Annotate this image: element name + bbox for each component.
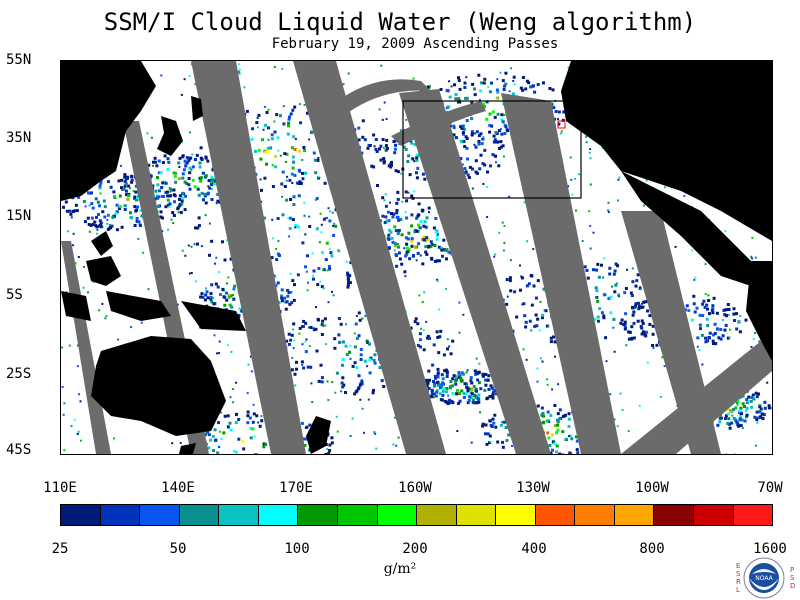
colorbar-cell bbox=[456, 505, 497, 525]
colorbar-cell bbox=[140, 505, 180, 525]
swath-gaps bbox=[61, 61, 772, 454]
lat-label-15n: 15N bbox=[6, 208, 32, 224]
colorbar-cell bbox=[298, 505, 338, 525]
colorbar-cell bbox=[417, 505, 457, 525]
chart-subtitle: February 19, 2009 Ascending Passes bbox=[271, 36, 559, 52]
lon-label-70w: 70W bbox=[757, 480, 783, 496]
lat-label-45s: 45S bbox=[6, 442, 32, 458]
noaa-center-text: NOAA bbox=[755, 575, 773, 582]
noaa-logo-icon: NOAA bbox=[743, 557, 785, 599]
colorbar-cell bbox=[733, 505, 773, 525]
colorbar-cell bbox=[575, 505, 615, 525]
colorbar-cell bbox=[694, 505, 734, 525]
colorbar-unit: g/m² bbox=[383, 561, 417, 577]
colorbar-label-800: 800 bbox=[639, 541, 665, 557]
lat-label-5s: 5S bbox=[6, 287, 23, 303]
land-masses bbox=[61, 61, 772, 454]
lon-label-110e: 110E bbox=[43, 480, 77, 496]
chart-title: SSM/I Cloud Liquid Water (Weng algorithm… bbox=[103, 8, 697, 36]
region-box bbox=[402, 100, 582, 199]
colorbar-cell bbox=[654, 505, 694, 525]
colorbar-cell bbox=[100, 505, 141, 525]
marker-box bbox=[557, 120, 566, 129]
colorbar-cell bbox=[337, 505, 378, 525]
colorbar-label-25: 25 bbox=[51, 541, 69, 557]
lat-label-35n: 35N bbox=[6, 130, 32, 146]
lat-label-25s: 25S bbox=[6, 366, 32, 382]
colorbar-label-400: 400 bbox=[521, 541, 547, 557]
lon-label-170e: 170E bbox=[279, 480, 313, 496]
map-svg bbox=[61, 61, 772, 454]
lon-label-130w: 130W bbox=[516, 480, 550, 496]
colorbar-cell bbox=[179, 505, 220, 525]
colorbar-cell bbox=[61, 505, 101, 525]
map-panel bbox=[60, 60, 773, 455]
colorbar-cell bbox=[258, 505, 299, 525]
lat-label-55n: 55N bbox=[6, 52, 32, 68]
colorbar-cell bbox=[496, 505, 536, 525]
lon-label-100w: 100W bbox=[635, 480, 669, 496]
colorbar-cell bbox=[377, 505, 418, 525]
colorbar-cell bbox=[535, 505, 576, 525]
lon-label-140e: 140E bbox=[161, 480, 195, 496]
colorbar-cell bbox=[219, 505, 259, 525]
lon-label-160w: 160W bbox=[398, 480, 432, 496]
colorbar-label-100: 100 bbox=[284, 541, 310, 557]
colorbar-label-200: 200 bbox=[402, 541, 428, 557]
colorbar bbox=[60, 504, 773, 526]
colorbar-label-1600: 1600 bbox=[753, 541, 787, 557]
colorbar-cell bbox=[614, 505, 655, 525]
colorbar-label-50: 50 bbox=[169, 541, 187, 557]
